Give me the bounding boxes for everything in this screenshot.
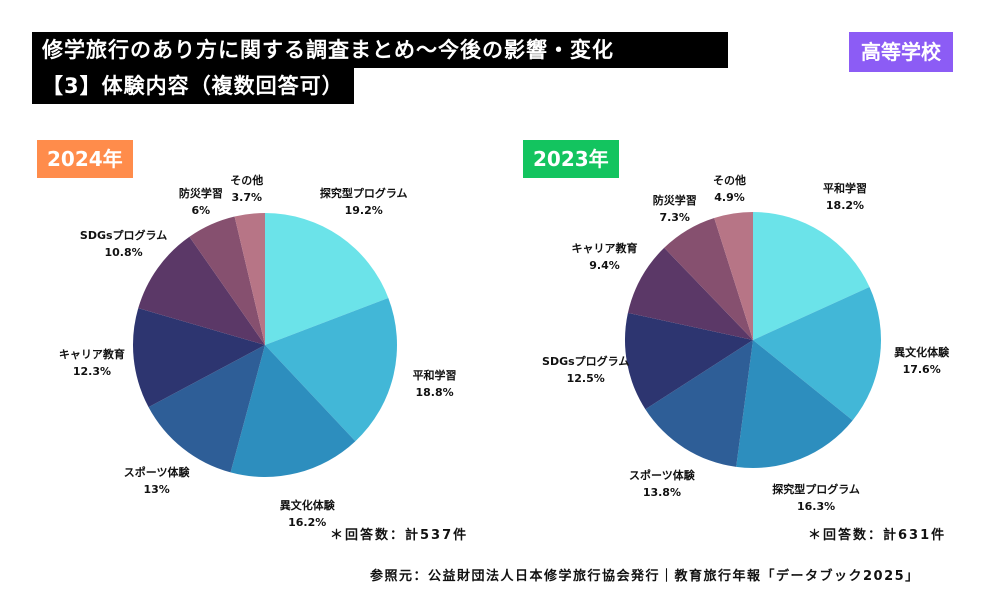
slice-category: スポーツ体験 (629, 468, 695, 482)
slice-category: SDGsプログラム (79, 228, 168, 242)
slice-category: 探究型プログラム (772, 482, 860, 496)
slice-value: 16.3% (796, 499, 836, 513)
slice-value: 7.3% (659, 210, 690, 224)
slice-value: 12.5% (566, 372, 605, 386)
slice-label: スポーツ体験 13.8% (629, 467, 695, 501)
slice-label: SDGsプログラム 10.8% (80, 227, 167, 261)
response-count-2023: ＊回答数：計631件 (808, 528, 947, 543)
slice-value: 16.2% (288, 515, 327, 529)
slice-value: 12.3% (72, 365, 111, 378)
slice-label: 平和学習 18.8% (413, 367, 457, 401)
slice-value: 19.2% (344, 203, 383, 217)
pie-slice (736, 340, 853, 469)
slice-value: 18.8% (415, 386, 454, 400)
slice-value: 10.8% (104, 245, 143, 259)
slice-category: 防災学習 (652, 193, 697, 207)
slice-category: 平和学習 (412, 369, 457, 383)
slice-value: 13.8% (642, 485, 681, 499)
pie-slice (138, 236, 265, 345)
slice-category: SDGsプログラム (542, 355, 630, 369)
pie-slice (189, 216, 265, 345)
slice-label: 探究型プログラム 16.3% (772, 481, 860, 515)
slice-category: 探究型プログラム (319, 186, 408, 200)
page-title: 修学旅行のあり方に関する調査まとめ〜今後の影響・変化 (32, 32, 728, 68)
slice-label: スポーツ体験 13% (124, 464, 190, 498)
slice-category: スポーツ体験 (123, 466, 190, 480)
slice-value: 3.7% (231, 191, 263, 205)
slice-category: 異文化体験 (279, 498, 335, 512)
pie-slice (625, 312, 753, 410)
pie-slice (627, 247, 753, 340)
pie-slice (753, 212, 870, 340)
slice-category: キャリア教育 (58, 348, 125, 361)
slice-value: 18.2% (825, 199, 865, 213)
slice-label: その他 3.7% (230, 172, 263, 206)
pie-slice (234, 213, 265, 345)
response-count-2024: ＊回答数：計537件 (330, 528, 469, 543)
slice-value: 13% (143, 483, 170, 497)
pie-slice (645, 340, 753, 467)
pie-slice (133, 308, 265, 408)
slice-label: 防災学習 7.3% (653, 192, 697, 226)
pie-slice (265, 213, 389, 345)
slice-value: 6% (191, 203, 211, 217)
school-level-badge: 高等学校 (849, 32, 953, 72)
pie-slice (148, 345, 265, 473)
slice-label: キャリア教育 9.4% (572, 240, 638, 274)
pie-slice (664, 218, 753, 340)
pie-slice (753, 286, 881, 421)
slice-label: 異文化体験 16.2% (280, 497, 335, 531)
pie-slice (714, 212, 753, 340)
slice-value: 4.9% (714, 190, 745, 204)
year-label-2024: 2024年 (37, 140, 133, 178)
slice-category: 平和学習 (822, 182, 867, 196)
slice-value: 17.6% (902, 363, 941, 377)
slice-label: 探究型プログラム 19.2% (320, 185, 408, 219)
slice-label: 平和学習 18.2% (823, 180, 867, 214)
slice-category: 異文化体験 (894, 346, 950, 360)
slice-category: キャリア教育 (571, 242, 638, 256)
slice-label: SDGsプログラム 12.5% (542, 353, 629, 387)
slice-label: 異文化体験 17.6% (894, 344, 949, 378)
slice-label: 防災学習 6% (179, 185, 223, 219)
slice-label: その他 4.9% (713, 172, 746, 206)
slice-value: 9.4% (589, 259, 620, 273)
slice-label: キャリア教育 12.3% (59, 346, 125, 380)
source-citation: 参照元：公益財団法人日本修学旅行協会発行｜教育旅行年報「データブック2025」 (370, 569, 920, 584)
pie-slice (230, 345, 356, 477)
page-subtitle: 【3】体験内容（複数回答可） (32, 68, 354, 104)
pie-slice (265, 297, 397, 442)
slice-category: その他 (713, 173, 747, 187)
slice-category: 防災学習 (178, 186, 223, 200)
year-label-2023: 2023年 (523, 140, 619, 178)
slice-category: その他 (230, 174, 264, 188)
